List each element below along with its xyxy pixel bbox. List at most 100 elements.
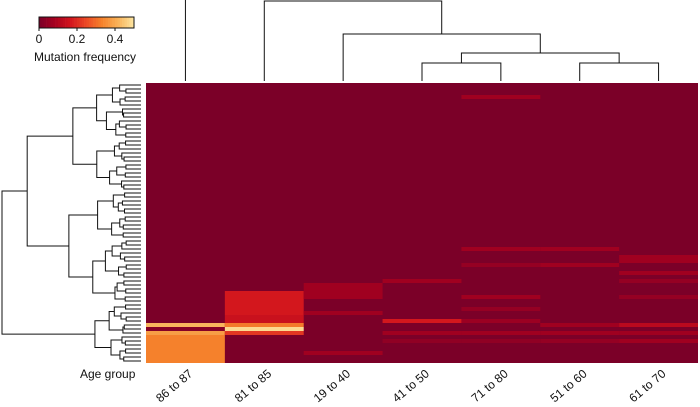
dendrogram-branch: [124, 172, 141, 178]
colorbar-swatch: [72, 17, 75, 28]
heatmap-cell: [619, 295, 698, 299]
heatmap-cell: [619, 339, 698, 343]
dendrogram-branch: [124, 256, 141, 262]
heatmap-cell: [146, 331, 225, 335]
colorbar-swatch: [124, 17, 128, 28]
heatmap-cell: [461, 331, 541, 335]
dendrogram-branch: [115, 123, 126, 136]
dendrogram-branch: [119, 350, 126, 360]
colorbar-swatch: [122, 17, 125, 28]
dendrogram-branch: [125, 132, 141, 138]
dendrogram-branch: [125, 140, 141, 146]
dendrogram-branch: [125, 240, 141, 246]
dendrogram-branch: [105, 111, 123, 130]
dendrogram-branch: [125, 348, 141, 354]
dendrogram-branch: [124, 296, 141, 302]
dendrogram-branch: [117, 202, 125, 212]
dendrogram-branch: [122, 224, 141, 230]
x-axis-title: Age group: [80, 367, 136, 381]
colorbar-swatch: [60, 17, 64, 28]
heatmap-cell: [540, 339, 620, 343]
dendrogram-branch: [119, 98, 141, 106]
dendrogram-branch: [121, 180, 141, 188]
heatmap-cell: [461, 295, 541, 299]
dendrogram-branch: [125, 124, 141, 130]
dendrogram-branch: [1, 190, 95, 335]
heatmap-cell: [540, 331, 620, 335]
colorbar-swatch: [65, 17, 68, 28]
dendrogram-branch: [72, 107, 97, 165]
heatmap-cell: [224, 327, 304, 331]
dendrogram-branch: [123, 356, 141, 362]
heatmap-body: [146, 83, 698, 363]
dendrogram-branch: [579, 62, 660, 81]
heatmap-cell: [146, 327, 225, 331]
colorbar-swatch: [55, 17, 59, 28]
dendrogram-branch: [123, 324, 141, 330]
dendrogram-branch: [97, 200, 114, 230]
dendrogram-branch: [121, 242, 141, 250]
colorbar-swatch: [46, 17, 49, 28]
heatmap-cell: [540, 323, 620, 327]
colorbar-swatch: [129, 17, 132, 28]
dendrogram-branch: [122, 232, 141, 238]
colorbar-swatch: [131, 17, 135, 28]
dendrogram-branch: [113, 306, 126, 317]
heatmap-cell: [382, 319, 462, 323]
dendrogram-branch: [125, 88, 141, 94]
colorbar-swatch: [86, 17, 90, 28]
heatmap-cell: [619, 331, 698, 335]
heatmap-cell: [146, 335, 225, 363]
colorbar: [38, 16, 135, 29]
heatmap-cell: [146, 323, 225, 327]
colorbar-swatch: [115, 17, 118, 28]
colorbar-swatch: [117, 17, 121, 28]
colorbar-swatch: [67, 17, 71, 28]
heatmap-cell: [224, 291, 304, 315]
heatmap-cell: [540, 247, 620, 251]
dendrogram-branch: [123, 156, 141, 162]
x-tick-labels: 86 to 87 81 to 85 19 to 40 41 to 50 71 to 80…: [153, 366, 669, 405]
x-tick-label: 41 to 50: [390, 366, 432, 405]
dendrogram-branch: [118, 142, 141, 150]
heatmap-cell: [461, 95, 541, 99]
dendrogram-branch: [109, 170, 122, 185]
dendrogram-branch: [113, 145, 122, 157]
colorbar-swatch: [105, 17, 109, 28]
dendrogram-branch: [263, 0, 443, 81]
dendrogram-branch: [124, 216, 141, 222]
colorbar-swatch: [41, 17, 45, 28]
dendrogram-branch: [122, 108, 141, 116]
heatmap-cell: [224, 323, 304, 327]
dendrogram-branch: [125, 264, 141, 270]
dendrogram-branch: [26, 135, 73, 247]
dendrogram-branch: [96, 94, 113, 122]
dendrogram-branch: [124, 192, 141, 198]
dendrogram-branch: [125, 316, 141, 322]
dendrogram-branch: [120, 312, 141, 320]
row-dendrogram: [1, 84, 141, 362]
colorbar-swatch: [93, 17, 97, 28]
heatmap-cell: [461, 319, 541, 323]
heatmap-cell: [224, 315, 304, 323]
dendrogram-branch: [123, 272, 141, 278]
colorbar-swatch: [98, 17, 102, 28]
colorbar-swatch: [107, 17, 111, 28]
heatmap-cell: [461, 247, 541, 251]
colorbar-frame: [38, 16, 135, 29]
heatmap-cell: [303, 351, 383, 355]
dendrogram-branch: [92, 260, 115, 294]
dendrogram-branch: [125, 288, 141, 294]
colorbar-swatch: [62, 17, 66, 28]
colorbar-swatch: [91, 17, 94, 28]
dendrogram-branch: [125, 304, 141, 310]
colorbar-swatch: [112, 17, 116, 28]
heatmap-cell: [619, 323, 698, 327]
x-tick-label: 71 to 80: [469, 366, 511, 405]
dendrogram-branch: [94, 320, 112, 348]
colorbar-swatch: [84, 17, 87, 28]
colorbar-swatch: [88, 17, 92, 28]
colorbar-legend: 0 0.2 0.4 Mutation frequency: [34, 16, 136, 64]
dendrogram-branch: [111, 222, 124, 236]
